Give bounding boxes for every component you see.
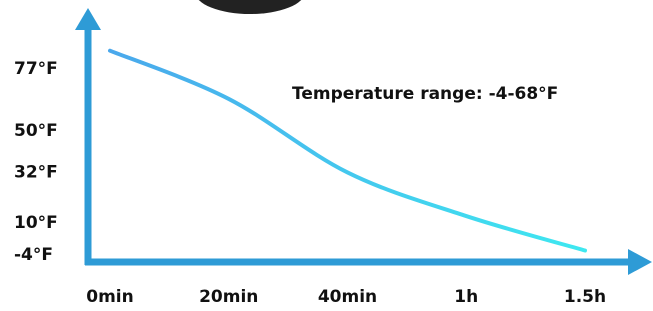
temperature-line (110, 51, 585, 251)
x-tick-label: 20min (199, 287, 258, 307)
x-tick-label: 40min (318, 287, 377, 307)
y-axis-arrow (75, 8, 101, 30)
x-tick-label: 0min (86, 287, 133, 307)
y-tick-label: 32°F (14, 162, 58, 182)
annotation: Temperature range: -4-68°F (292, 84, 558, 104)
y-tick-label: -4°F (14, 245, 53, 265)
chart: Temperature range: -4-68°F -4°F 10°F 32°F 5… (0, 0, 653, 311)
y-tick-label: 10°F (14, 213, 58, 233)
y-tick-label: 50°F (14, 121, 58, 141)
x-tick-label: 1h (454, 287, 478, 307)
x-axis-arrow (628, 249, 652, 275)
decoration (195, 0, 305, 14)
y-tick-label: 77°F (14, 59, 58, 79)
x-tick-label: 1.5h (564, 287, 606, 307)
